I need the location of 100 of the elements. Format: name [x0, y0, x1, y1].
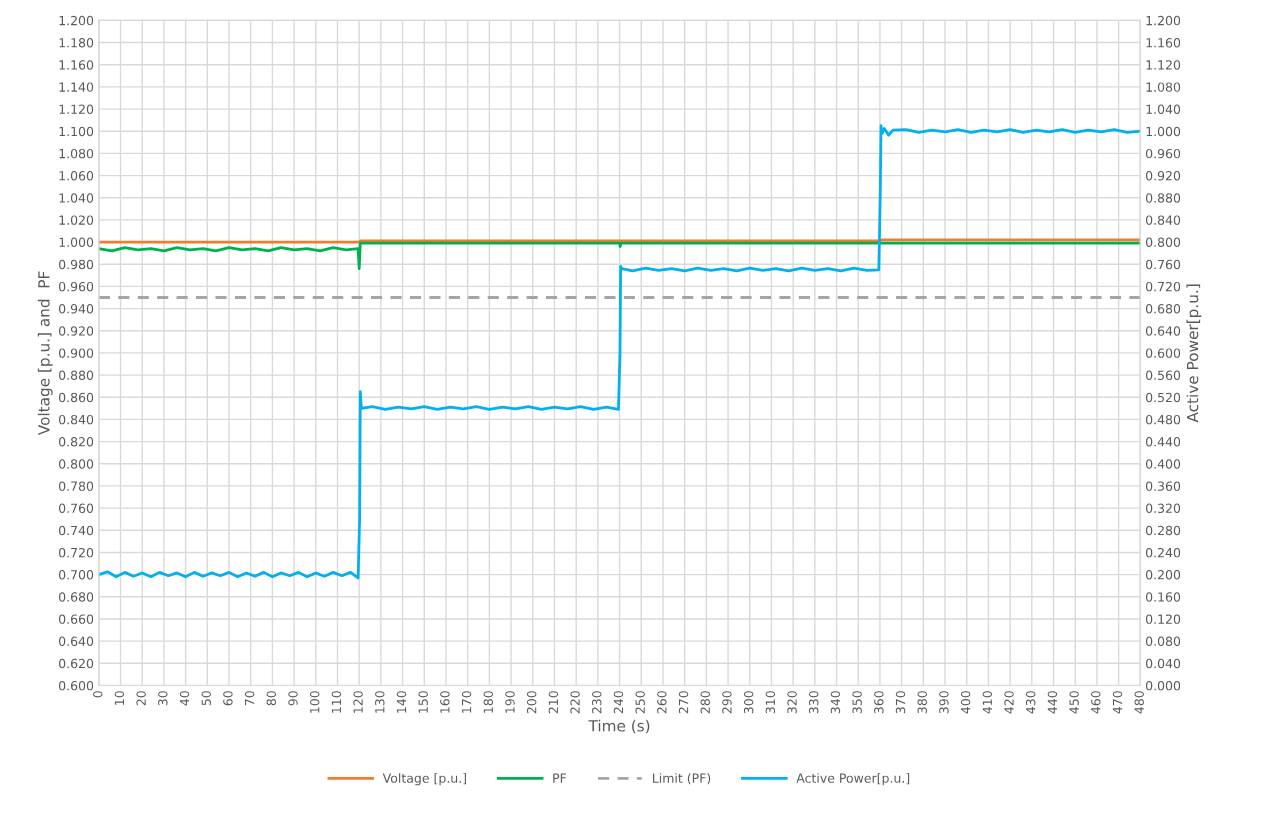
x-tick-label: 290 — [722, 691, 732, 714]
x-tick-label: 390 — [939, 691, 949, 714]
y2-tick-label: 0.640 — [1145, 326, 1181, 336]
y-tick-label: 1.200 — [59, 15, 94, 26]
y2-tick-label: 1.120 — [1146, 60, 1181, 70]
y-tick-label: 0.920 — [59, 326, 94, 336]
y-tick-label: 0.720 — [59, 547, 94, 558]
x-axis-title: Time (s) — [588, 719, 650, 734]
legend-label: Active Power[p.u.] — [796, 773, 910, 786]
y-tick-label: 1.000 — [59, 237, 94, 248]
y-tick-label: 0.660 — [59, 614, 94, 624]
y-tick-label: 0.800 — [59, 459, 94, 469]
y2-tick-label: 1.200 — [1146, 15, 1181, 26]
x-tick-label: 10 — [114, 691, 125, 705]
x-tick-label: 130 — [375, 691, 385, 713]
y-tick-label: 1.060 — [59, 171, 94, 181]
y2-tick-label: 0.520 — [1145, 392, 1181, 403]
x-tick-label: 430 — [1025, 691, 1036, 714]
y-tick-label: 0.600 — [59, 680, 94, 691]
y-tick-label: 0.980 — [59, 259, 94, 270]
y2-tick-label: 0.720 — [1145, 281, 1181, 292]
x-tick-label: 50 — [201, 691, 211, 706]
y2-tick-label: 0.600 — [1145, 348, 1181, 358]
x-tick-label: 330 — [809, 691, 819, 714]
y2-tick-label: 0.000 — [1145, 680, 1181, 691]
x-tick-label: 210 — [548, 691, 559, 714]
y-tick-label: 0.740 — [59, 525, 94, 536]
y-tick-label: 0.820 — [59, 437, 94, 447]
y2-tick-label: 0.240 — [1145, 547, 1181, 558]
y-tick-label: 1.020 — [59, 215, 94, 225]
y2-tick-label: 0.280 — [1145, 525, 1181, 536]
y-tick-label: 1.120 — [59, 104, 94, 114]
y2-tick-label: 0.120 — [1145, 614, 1181, 624]
y2-tick-label: 0.840 — [1145, 215, 1181, 225]
x-tick-label: 350 — [852, 691, 862, 714]
x-tick-label: 180 — [483, 691, 494, 713]
x-tick-label: 470 — [1112, 691, 1123, 714]
x-tick-label: 70 — [244, 691, 255, 706]
x-tick-label: 40 — [179, 691, 190, 706]
x-tick-label: 0 — [93, 691, 103, 698]
y-tick-label: 1.180 — [59, 38, 94, 48]
y2-tick-label: 0.160 — [1145, 592, 1181, 602]
y2-tick-label: 0.080 — [1145, 636, 1181, 647]
y-tick-label: 1.080 — [59, 148, 94, 159]
y-tick-label: 0.880 — [59, 370, 94, 381]
y-tick-label: 1.140 — [59, 82, 94, 92]
x-tick-label: 480 — [1134, 691, 1144, 714]
y-axis-title: Voltage [p.u.] and PF — [37, 271, 53, 436]
x-tick-label: 80 — [266, 691, 277, 706]
x-tick-label: 410 — [982, 691, 993, 714]
y2-tick-label: 0.960 — [1145, 148, 1181, 159]
y-tick-label: 0.860 — [59, 392, 94, 403]
x-tick-label: 250 — [635, 691, 645, 714]
y2-tick-label: 0.320 — [1145, 503, 1181, 514]
y-tick-label: 0.900 — [59, 348, 94, 358]
x-tick-label: 460 — [1091, 691, 1101, 714]
y2-tick-label: 0.680 — [1145, 304, 1181, 314]
y2-tick-label: 0.880 — [1145, 193, 1181, 203]
x-tick-label: 400 — [960, 691, 971, 714]
y2-tick-label: 0.800 — [1145, 237, 1181, 248]
y2-tick-label: 0.560 — [1145, 370, 1181, 381]
line-series — [98, 241, 1141, 271]
y-tick-label: 0.620 — [59, 658, 94, 669]
x-tick-label: 440 — [1047, 691, 1058, 714]
x-tick-label: 360 — [874, 691, 884, 714]
x-tick-label: 150 — [418, 691, 428, 713]
y2-tick-label: 0.040 — [1145, 658, 1181, 669]
y2-tick-label: 0.480 — [1145, 414, 1181, 425]
y2-tick-label: 0.360 — [1145, 481, 1181, 491]
y-tick-label: 0.780 — [59, 481, 94, 491]
x-tick-label: 30 — [158, 691, 168, 706]
x-tick-label: 380 — [917, 691, 927, 714]
y-tick-label: 1.100 — [59, 126, 94, 137]
y2-tick-label: 0.440 — [1145, 437, 1181, 447]
legend-label: Voltage [p.u.] — [382, 773, 466, 786]
x-tick-label: 370 — [895, 691, 906, 714]
x-tick-label: 300 — [743, 691, 754, 714]
x-tick-label: 110 — [331, 691, 342, 713]
x-tick-label: 100 — [309, 691, 320, 713]
y-tick-label: 1.040 — [59, 193, 94, 203]
y2-tick-label: 1.040 — [1146, 104, 1181, 114]
x-tick-label: 220 — [570, 691, 580, 714]
legend-label: Limit (PF) — [653, 773, 711, 785]
y2-tick-label: 0.400 — [1145, 459, 1181, 469]
x-tick-label: 20 — [136, 691, 146, 706]
x-tick-label: 90 — [288, 691, 298, 706]
x-tick-label: 230 — [592, 691, 602, 714]
y2-tick-label: 0.760 — [1145, 259, 1181, 270]
x-tick-label: 60 — [223, 691, 233, 706]
legend-label: PF — [553, 773, 567, 783]
x-tick-label: 340 — [830, 691, 841, 714]
x-tick-label: 160 — [440, 691, 450, 713]
y-tick-label: 0.940 — [59, 304, 94, 314]
y-tick-label: 1.160 — [59, 60, 94, 70]
x-tick-label: 170 — [461, 691, 472, 713]
x-tick-label: 310 — [765, 691, 776, 714]
y2-tick-label: 1.000 — [1146, 126, 1181, 137]
y2-axis-title: Active Power[p.u.] — [1186, 284, 1202, 423]
x-tick-label: 420 — [1004, 691, 1014, 714]
line-series — [98, 124, 1141, 580]
